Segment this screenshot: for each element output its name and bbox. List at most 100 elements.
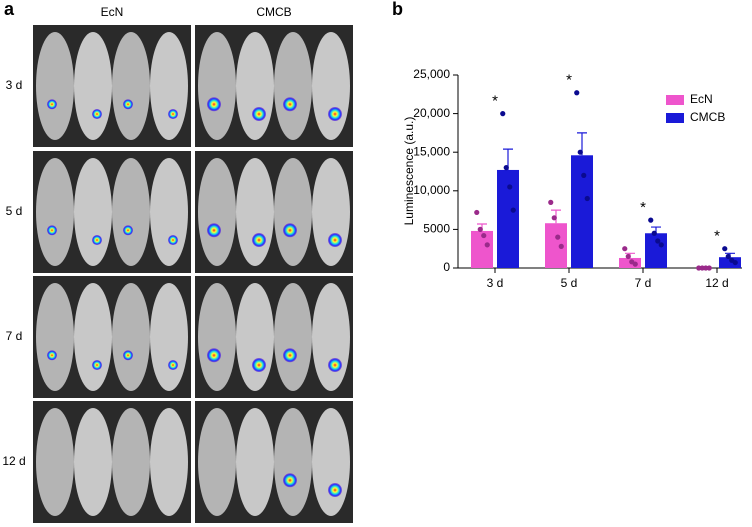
mouse — [274, 158, 312, 266]
y-tick-label: 25,000 — [413, 67, 450, 81]
mouse-image — [195, 276, 353, 398]
data-point — [484, 242, 490, 248]
data-point — [625, 253, 631, 260]
mouse — [112, 408, 150, 516]
legend-swatch — [666, 113, 684, 123]
data-point — [507, 184, 513, 190]
data-point — [655, 238, 661, 244]
signal — [283, 223, 297, 238]
row-label: 5 d — [6, 204, 23, 218]
data-point — [548, 199, 554, 205]
mouse — [150, 408, 188, 516]
row-label: 3 d — [6, 78, 23, 92]
mouse — [198, 158, 236, 266]
data-point — [651, 230, 657, 236]
mouse-image — [195, 25, 353, 147]
bar — [545, 223, 567, 268]
signal — [92, 360, 102, 371]
signal — [123, 350, 133, 361]
signal — [47, 225, 57, 236]
data-point — [577, 149, 583, 155]
mouse — [312, 32, 350, 140]
bar — [497, 169, 519, 268]
signal — [252, 107, 266, 122]
bar — [471, 230, 493, 268]
signal — [47, 99, 57, 110]
y-tick-label: 10,000 — [413, 183, 450, 197]
y-tick-label: 20,000 — [413, 106, 450, 120]
mouse-image — [195, 151, 353, 273]
legend-swatch — [666, 95, 684, 105]
mouse — [236, 158, 274, 266]
mouse — [236, 408, 274, 516]
data-point — [658, 242, 664, 248]
mouse — [274, 408, 312, 516]
mouse — [150, 283, 188, 391]
mouse-image — [33, 25, 191, 147]
significance-marker: * — [714, 228, 720, 245]
data-point — [558, 243, 564, 249]
signal — [123, 99, 133, 110]
column-header: CMCB — [256, 5, 291, 19]
mouse-image — [195, 401, 353, 523]
row-label: 12 d — [2, 454, 25, 468]
legend-label: EcN — [690, 92, 713, 106]
signal — [207, 223, 221, 238]
mouse — [236, 32, 274, 140]
data-point — [510, 207, 516, 213]
image-grid: EcN CMCB 3 d 5 d 7 d 12 d — [2, 5, 353, 523]
mouse — [198, 32, 236, 140]
signal — [47, 350, 57, 361]
data-point — [555, 234, 561, 240]
row-label: 7 d — [6, 329, 23, 343]
mouse — [74, 408, 112, 516]
signal — [252, 358, 266, 373]
data-point — [477, 226, 483, 232]
data-point — [503, 165, 509, 171]
mouse-image — [33, 151, 191, 273]
bar — [719, 257, 741, 268]
data-point — [474, 209, 480, 216]
y-axis-label: Luminescence (a.u.) — [402, 117, 416, 226]
mouse — [36, 408, 74, 516]
y-tick-label: 0 — [443, 260, 450, 274]
signal — [168, 360, 178, 371]
mouse — [274, 32, 312, 140]
data-point — [632, 261, 638, 267]
signal — [168, 109, 178, 120]
data-point — [722, 246, 728, 252]
signal — [123, 225, 133, 236]
signal — [92, 109, 102, 120]
significance-marker: * — [492, 93, 498, 110]
significance-marker: * — [566, 72, 572, 89]
data-point — [725, 253, 731, 260]
mouse-image — [33, 276, 191, 398]
bar — [571, 155, 593, 268]
mouse — [198, 283, 236, 391]
signal — [168, 235, 178, 246]
mouse — [150, 158, 188, 266]
signal — [92, 235, 102, 246]
y-tick-label: 15,000 — [413, 144, 450, 158]
data-point — [574, 90, 580, 96]
signal — [207, 97, 221, 112]
data-point — [500, 111, 506, 117]
signal — [328, 233, 342, 248]
mouse — [236, 283, 274, 391]
mouse — [150, 32, 188, 140]
data-point — [622, 246, 628, 252]
mouse — [112, 283, 150, 391]
mouse — [36, 283, 74, 391]
data-point — [648, 217, 654, 223]
mouse-image — [33, 401, 191, 523]
mouse — [112, 32, 150, 140]
mouse — [74, 32, 112, 140]
x-tick-label: 7 d — [635, 276, 652, 290]
x-tick-label: 5 d — [561, 276, 578, 290]
signal — [283, 473, 297, 488]
data-point — [551, 215, 557, 221]
mouse — [36, 158, 74, 266]
mouse — [36, 32, 74, 140]
panel-label: b — [392, 0, 403, 19]
